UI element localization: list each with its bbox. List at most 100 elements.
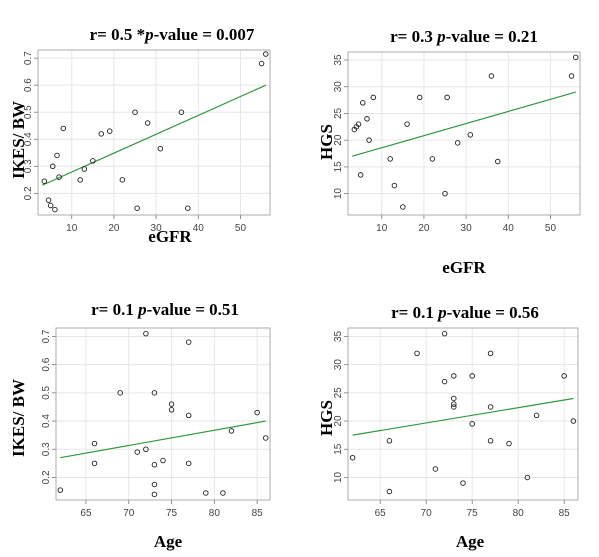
- data-point: [561, 373, 567, 379]
- data-point: [568, 73, 575, 79]
- grid: [348, 52, 580, 215]
- x-axis-label: eGFR: [442, 258, 486, 277]
- x-tick-label: 10: [376, 223, 388, 234]
- y-axis-label: IKES/ BW: [9, 101, 28, 179]
- grid: [348, 328, 578, 500]
- y-tick-label: 0.3: [23, 159, 34, 173]
- panel-hgs-vs-age: r= 0.1 p-value = 0.56 Age HGS 65 70 75 80 85…: [317, 303, 579, 551]
- data-point: [47, 202, 54, 209]
- data-point: [119, 177, 126, 183]
- data-point: [460, 480, 466, 486]
- data-point: [50, 163, 56, 170]
- data-point: [91, 460, 98, 467]
- x-tick-label: 30: [461, 223, 473, 234]
- data-point: [168, 401, 175, 407]
- data-point: [132, 109, 138, 115]
- grid: [56, 328, 270, 500]
- y-tick-label: 15: [333, 443, 344, 455]
- x-tick-label: 30: [151, 223, 163, 234]
- data-point: [220, 490, 226, 496]
- regression-line: [60, 420, 266, 459]
- x-tick-label: 10: [66, 223, 78, 234]
- data-point: [533, 412, 540, 419]
- data-point: [487, 404, 494, 410]
- data-point: [203, 490, 209, 496]
- data-point: [506, 440, 512, 447]
- data-point: [98, 131, 105, 137]
- x-tick-label: 75: [467, 508, 479, 519]
- data-point: [451, 404, 457, 410]
- tick-labels: 10 20 30 40 50 10 15 20 25 30 35: [333, 54, 556, 234]
- y-tick-label: 0.2: [41, 470, 52, 484]
- y-tick-label: 10: [333, 188, 344, 200]
- x-tick-label: 75: [166, 508, 178, 519]
- data-points: [351, 54, 579, 210]
- x-axis-label: Age: [456, 532, 485, 551]
- data-point: [441, 330, 448, 337]
- x-tick-label: 50: [545, 223, 557, 234]
- x-tick-label: 70: [421, 508, 433, 519]
- regression-line: [352, 397, 574, 436]
- data-point: [524, 474, 531, 481]
- data-point: [185, 339, 192, 345]
- data-point: [144, 120, 151, 126]
- data-point: [185, 460, 192, 467]
- y-tick-label: 0.6: [23, 78, 34, 92]
- y-tick-label: 0.3: [41, 442, 52, 456]
- data-point: [387, 156, 393, 162]
- plot-area: [55, 327, 271, 501]
- data-point: [41, 178, 48, 184]
- data-point: [432, 466, 439, 472]
- data-point: [573, 54, 579, 61]
- data-point: [151, 462, 158, 468]
- data-point: [441, 378, 448, 385]
- y-tick-label: 10: [333, 471, 344, 483]
- data-point: [357, 172, 364, 178]
- x-tick-label: 20: [418, 223, 430, 234]
- plot-area: [37, 49, 271, 216]
- data-point: [442, 190, 448, 197]
- data-point: [467, 132, 474, 138]
- tick-labels: 65 70 75 80 85 10 15 20 25 30 35: [333, 330, 570, 519]
- panel-hgs-vs-egfr: r= 0.3 p-value = 0.21 eGFR HGS 10 20 30 40 5…: [317, 27, 581, 277]
- data-point: [151, 390, 158, 396]
- data-point: [168, 407, 175, 413]
- x-tick-label: 85: [559, 508, 571, 519]
- y-tick-label: 0.5: [41, 385, 52, 399]
- x-tick-label: 80: [209, 508, 221, 519]
- data-point: [451, 373, 457, 379]
- panel-title: r= 0.1 p-value = 0.51: [91, 300, 239, 319]
- data-point: [81, 166, 88, 172]
- data-point: [143, 446, 149, 452]
- data-point: [414, 350, 420, 357]
- data-point: [451, 395, 457, 402]
- data-points: [41, 51, 269, 213]
- data-point: [469, 421, 475, 427]
- regression-line: [41, 84, 267, 186]
- data-point: [54, 152, 60, 159]
- data-point: [157, 145, 164, 152]
- data-point: [488, 73, 495, 79]
- x-tick-label: 50: [235, 223, 247, 234]
- data-point: [91, 440, 98, 447]
- data-point: [262, 435, 269, 441]
- data-point: [370, 94, 377, 101]
- data-point: [143, 330, 149, 337]
- data-point: [56, 174, 62, 180]
- x-tick-label: 40: [503, 223, 515, 234]
- data-point: [90, 158, 96, 164]
- y-tick-label: 35: [333, 54, 344, 66]
- data-point: [254, 409, 260, 416]
- data-point: [404, 121, 410, 127]
- y-axis-label: HGS: [317, 124, 336, 160]
- y-tick-label: 0.4: [41, 414, 52, 428]
- data-point: [349, 454, 356, 461]
- data-point: [134, 205, 140, 211]
- panel-title: r= 0.5 *p-value = 0.007: [90, 25, 255, 44]
- data-point: [364, 116, 370, 122]
- data-point: [454, 140, 461, 146]
- x-tick-label: 85: [252, 508, 264, 519]
- data-point: [52, 206, 58, 213]
- y-tick-label: 20: [333, 415, 344, 427]
